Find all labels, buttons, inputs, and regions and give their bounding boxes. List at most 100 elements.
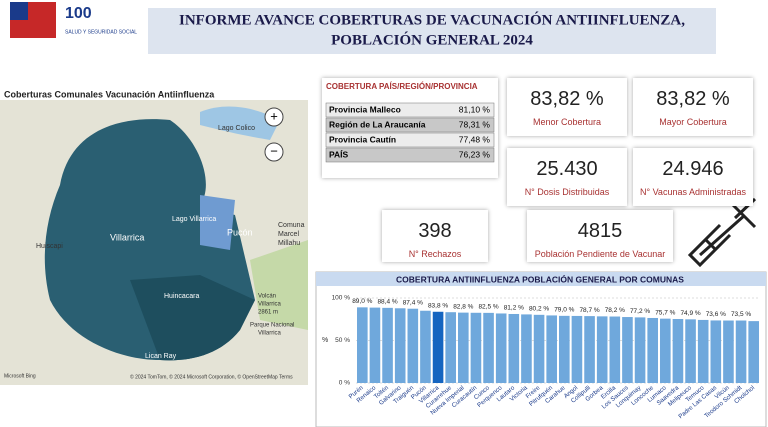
data-label: 73,6 % [706, 311, 726, 318]
kpi-label: Menor Cobertura [532, 117, 602, 127]
bar [470, 312, 482, 383]
data-label: 74,9 % [680, 310, 700, 317]
data-label: 79,0 % [554, 307, 574, 314]
row-value: 81,10 % [459, 104, 491, 114]
data-label: 87,4 % [403, 299, 423, 306]
zoom-in[interactable] [264, 107, 284, 127]
place: Volcán [258, 294, 276, 300]
bar [634, 317, 646, 383]
data-label: 83,8 % [428, 302, 448, 309]
place: Villarrica [110, 232, 144, 242]
data-label: 82,8 % [453, 303, 473, 310]
table-body: Provincia Malleco 81,10 % Región de La Ara… [325, 102, 495, 163]
bar [697, 319, 709, 383]
kpi-card: 4815 Población Pendiente de Vacunar [527, 210, 673, 262]
bar [647, 317, 658, 383]
map-attribution: © 2024 TomTom, © 2024 Microsoft Corporat… [130, 373, 293, 380]
table-row [325, 117, 495, 133]
bar [685, 319, 696, 383]
logo-text: SALUD Y SEGURIDAD SOCIAL [65, 29, 137, 35]
bar [407, 308, 419, 383]
row-value: 78,31 % [459, 119, 491, 129]
bar [710, 320, 722, 383]
y-tick-label: 100 % [332, 295, 351, 302]
bar [735, 320, 747, 383]
kpi-label: N° Vacunas Administradas [640, 187, 746, 197]
table-header: COBERTURA PAÍS/REGIÓN/PROVINCIA [326, 82, 478, 91]
bar [723, 320, 734, 383]
place: Parque Nacional [250, 323, 294, 329]
kpi-value: 25.430 [536, 158, 598, 180]
bar [445, 312, 456, 383]
bar [622, 317, 633, 383]
kpi-card: 398 N° Rechazos [382, 210, 488, 262]
table-row [325, 102, 495, 118]
table-row [325, 132, 495, 148]
place: Lago Colico [218, 125, 255, 132]
row-value: 76,23 % [459, 149, 491, 159]
kpi-value: 83,82 % [530, 88, 604, 110]
bar [609, 316, 621, 383]
kpi-value: 83,82 % [656, 88, 730, 110]
lake [200, 106, 280, 140]
kpi-label: Mayor Cobertura [659, 117, 727, 127]
park [250, 240, 308, 330]
place: Villarrica [258, 331, 282, 337]
zoom-out[interactable] [264, 142, 284, 162]
bar [382, 307, 393, 383]
bar [458, 312, 469, 383]
bar [394, 308, 406, 383]
kpi-label: N° Dosis Distribuidas [524, 187, 610, 197]
map-provider: Microsoft Bing [4, 373, 36, 379]
data-label: 78,7 % [579, 307, 599, 314]
y-tick-label: 50 % [335, 337, 350, 344]
chart-title: COBERTURA ANTIINFLUENZA POBLACIÓN GENERA… [396, 273, 684, 284]
bar [521, 314, 532, 383]
place: Pucón [227, 227, 253, 237]
y-tick-label: 0 % [339, 380, 350, 387]
chart-title-bar [316, 272, 766, 286]
kpi-card: 83,82 % Menor Cobertura [507, 78, 627, 136]
row-label: Provincia Malleco [329, 104, 401, 114]
data-label: 75,7 % [655, 309, 675, 316]
zoom-out-icon: − [270, 143, 278, 158]
place: Comuna [278, 222, 305, 229]
place: Millahu [278, 240, 300, 247]
map-title-bar [0, 88, 308, 100]
zoom-in-icon: + [270, 108, 278, 123]
kpi-value: 4815 [577, 220, 623, 242]
title: INFORME AVANCE COBERTURAS DE VACUNACIÓN … [179, 11, 685, 28]
kpi-card: 25.430 N° Dosis Distribuidas [507, 148, 627, 206]
bar [571, 315, 583, 383]
data-label: 78,2 % [605, 307, 625, 314]
kpi-value: 24.946 [662, 158, 724, 180]
data-label: 88,4 % [377, 299, 397, 306]
bar [546, 315, 557, 383]
bar [357, 307, 368, 383]
row-label: Provincia Cautín [329, 134, 396, 144]
kpi-label: N° Rechazos [408, 249, 462, 259]
bar [584, 316, 595, 383]
data-label: 77,2 % [630, 308, 650, 315]
bar [533, 314, 545, 383]
kpi-label: Población Pendiente de Vacunar [534, 249, 666, 259]
y-axis-label: % [322, 337, 328, 344]
place: Huincacara [164, 293, 200, 300]
table-row [325, 147, 495, 163]
data-label: 82,5 % [478, 304, 498, 311]
bar [495, 313, 507, 383]
bar [748, 321, 759, 383]
data-label: 73,5 % [731, 311, 751, 318]
map-labels: Lago Colico Lago Villarrica Comuna Marce… [36, 125, 305, 360]
data-label: 89,0 % [352, 298, 372, 305]
bar [432, 311, 444, 383]
bar [559, 315, 570, 383]
map-title: Coberturas Comunales Vacunación Antiinfl… [4, 89, 215, 99]
title: POBLACIÓN GENERAL 2024 [331, 31, 533, 48]
kpi-card: 24.946 N° Vacunas Administradas [633, 148, 753, 206]
place: Villarrica [258, 302, 282, 308]
place: Lago Villarrica [172, 216, 216, 223]
place: Lican Ray [145, 353, 177, 360]
